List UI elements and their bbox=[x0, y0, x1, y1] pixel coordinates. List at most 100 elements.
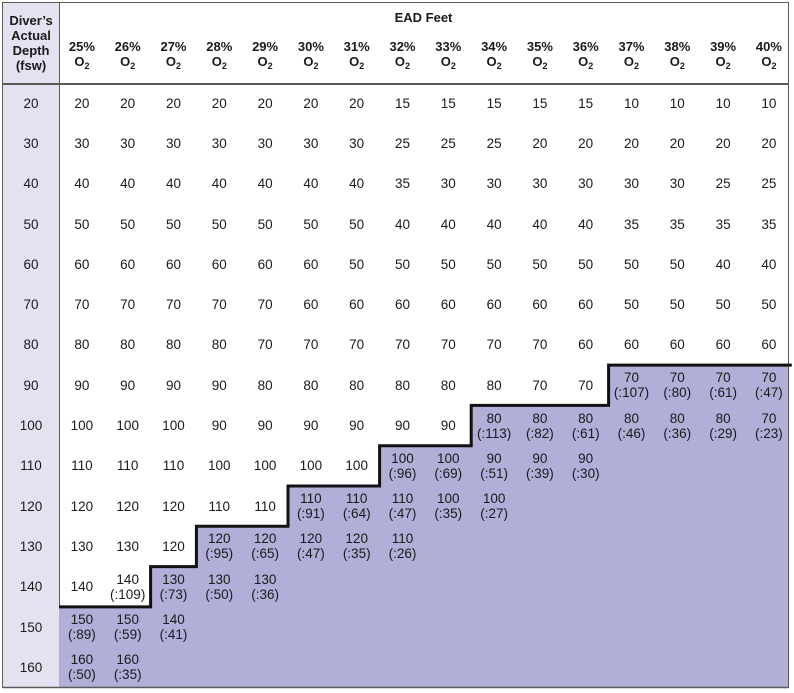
ead-cell: 120 (:35) bbox=[342, 531, 371, 562]
oxygen-label: O2 bbox=[211, 53, 227, 71]
header-line-depth: Depth bbox=[12, 43, 50, 58]
ead-cell: 10 bbox=[623, 95, 639, 111]
header-line-divers: Diver’s bbox=[9, 13, 53, 28]
ead-cell: 40 bbox=[440, 216, 456, 232]
ead-cell: 110 (:26) bbox=[388, 531, 417, 562]
ead-cell: 80 (:29) bbox=[709, 410, 737, 441]
ead-cell: 60 bbox=[349, 297, 365, 313]
ead-cell: 60 bbox=[74, 256, 90, 272]
ead-cell: 20 bbox=[257, 95, 273, 111]
oxygen-column-header: 27% O2 bbox=[151, 33, 197, 79]
ead-cell: 15 bbox=[394, 95, 410, 111]
ead-cell: 35 bbox=[761, 216, 777, 232]
ead-cell: 50 bbox=[165, 216, 181, 232]
ead-cell: 10 bbox=[761, 95, 777, 111]
depth-cell: 70 bbox=[23, 297, 39, 313]
ead-cell: 50 bbox=[74, 216, 90, 232]
ead-cell: 90 bbox=[440, 418, 456, 434]
ead-cell: 40 bbox=[74, 176, 90, 192]
oxygen-column-header: 25% O2 bbox=[59, 33, 105, 79]
oxygen-label: O2 bbox=[532, 53, 548, 71]
ead-cell: 150 (:89) bbox=[68, 612, 96, 643]
oxygen-percent: 29% bbox=[252, 38, 279, 54]
ead-cell: 90 bbox=[257, 418, 273, 434]
oxygen-label: O2 bbox=[761, 53, 777, 71]
ead-cell: 60 bbox=[165, 256, 181, 272]
ead-cell: 70 bbox=[486, 337, 502, 353]
ead-cell: 70 bbox=[165, 297, 181, 313]
ead-cell: 90 (:39) bbox=[526, 450, 554, 481]
ead-cell: 130 (:73) bbox=[159, 571, 188, 602]
ead-cell: 50 bbox=[578, 256, 594, 272]
ead-cell: 70 bbox=[303, 337, 319, 353]
ead-cell: 110 bbox=[208, 498, 231, 514]
oxygen-column-header: 31% O2 bbox=[334, 33, 380, 79]
ead-cell: 160 (:50) bbox=[68, 652, 96, 683]
ead-cell: 25 bbox=[394, 135, 410, 151]
ead-cell: 140 (:109) bbox=[110, 571, 146, 602]
oxygen-label: O2 bbox=[623, 53, 640, 71]
depth-cell: 140 bbox=[19, 579, 43, 595]
ead-cell: 100 bbox=[299, 458, 323, 474]
ead-cell: 80 bbox=[349, 377, 365, 393]
ead-cell: 90 (:51) bbox=[480, 450, 508, 481]
oxygen-column-header: 34% O2 bbox=[471, 33, 517, 79]
ead-cell: 20 bbox=[165, 95, 181, 111]
ead-cell: 20 bbox=[349, 95, 365, 111]
ead-cell: 40 bbox=[349, 176, 365, 192]
ead-cell: 30 bbox=[257, 135, 273, 151]
ead-cell: 20 bbox=[669, 135, 685, 151]
ead-cell: 40 bbox=[120, 176, 136, 192]
ead-cell: 50 bbox=[669, 256, 685, 272]
ead-cell: 140 (:41) bbox=[159, 612, 188, 643]
ead-cell: 140 bbox=[70, 579, 94, 595]
ead-cell: 50 bbox=[257, 216, 273, 232]
ead-cell: 10 bbox=[669, 95, 685, 111]
oxygen-percent: 26% bbox=[114, 38, 141, 54]
ead-cell: 30 bbox=[349, 135, 365, 151]
ead-cell: 100 bbox=[70, 418, 94, 434]
oxygen-column-header: 40% O2 bbox=[746, 33, 792, 79]
ead-cell: 110 (:91) bbox=[297, 491, 325, 522]
ead-cell: 40 bbox=[532, 216, 548, 232]
ead-cell: 25 bbox=[486, 135, 502, 151]
ead-cell: 90 bbox=[349, 418, 365, 434]
ead-cell: 80 bbox=[486, 377, 502, 393]
ead-cell: 60 bbox=[623, 337, 639, 353]
ead-cell: 35 bbox=[623, 216, 639, 232]
ead-cell: 20 bbox=[120, 95, 136, 111]
ead-cell: 50 bbox=[440, 256, 456, 272]
depth-cell: 160 bbox=[19, 659, 43, 675]
ead-cell: 40 bbox=[394, 216, 410, 232]
oxygen-percent: 33% bbox=[435, 38, 462, 54]
ead-cell: 90 bbox=[120, 377, 136, 393]
ead-cell: 30 bbox=[120, 135, 136, 151]
depth-cell: 40 bbox=[23, 176, 39, 192]
ead-cell: 60 bbox=[578, 297, 594, 313]
depth-cell: 60 bbox=[23, 256, 39, 272]
oxygen-percent: 36% bbox=[572, 38, 599, 54]
depth-column-divider bbox=[59, 3, 60, 688]
ead-cell: 40 bbox=[257, 176, 273, 192]
ead-cell: 70 bbox=[532, 377, 548, 393]
depth-cell: 120 bbox=[19, 498, 43, 514]
ead-cell: 80 bbox=[74, 337, 90, 353]
ead-cell: 15 bbox=[578, 95, 594, 111]
ead-cell: 60 bbox=[303, 297, 319, 313]
ead-cell: 20 bbox=[532, 135, 548, 151]
depth-cell: 30 bbox=[23, 135, 39, 151]
ead-cell: 120 bbox=[162, 538, 185, 554]
ead-cell: 40 bbox=[715, 256, 731, 272]
ead-cell: 60 bbox=[440, 297, 456, 313]
ead-cell: 120 (:47) bbox=[297, 531, 325, 562]
ead-cell: 60 bbox=[532, 297, 548, 313]
ead-cell: 70 bbox=[257, 297, 273, 313]
ead-cell: 50 bbox=[349, 256, 365, 272]
ead-cell: 50 bbox=[623, 297, 639, 313]
oxygen-percent: 37% bbox=[618, 38, 645, 54]
depth-column-background bbox=[3, 3, 59, 688]
ead-cell: 30 bbox=[669, 176, 685, 192]
ead-cell: 70 bbox=[394, 337, 410, 353]
oxygen-percent: 28% bbox=[206, 38, 233, 54]
ead-cell: 100 (:96) bbox=[388, 450, 417, 481]
